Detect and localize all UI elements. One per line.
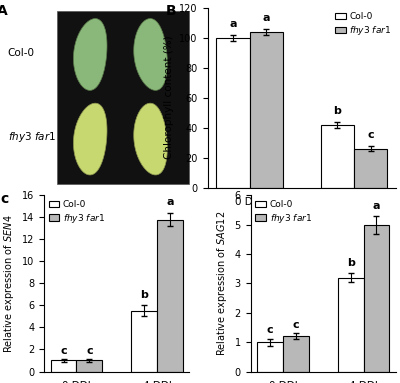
Bar xyxy=(51,360,76,372)
Legend: Col-0, $fhy3\ far1$: Col-0, $fhy3\ far1$ xyxy=(335,12,392,37)
Bar xyxy=(354,149,388,188)
Polygon shape xyxy=(134,18,167,90)
Text: c: c xyxy=(86,345,93,355)
Polygon shape xyxy=(74,19,107,90)
Text: B: B xyxy=(166,4,177,18)
Y-axis label: Chlorophyll content (%): Chlorophyll content (%) xyxy=(164,36,174,159)
Text: c: c xyxy=(292,320,299,330)
Text: $fhy3\ far1$: $fhy3\ far1$ xyxy=(8,130,56,144)
Legend: Col-0, $fhy3\ far1$: Col-0, $fhy3\ far1$ xyxy=(255,200,312,224)
Bar xyxy=(257,342,283,372)
Bar xyxy=(131,311,157,372)
Polygon shape xyxy=(74,103,107,175)
Text: a: a xyxy=(373,201,380,211)
Bar xyxy=(250,32,283,188)
Legend: Col-0, $fhy3\ far1$: Col-0, $fhy3\ far1$ xyxy=(48,200,105,224)
Bar xyxy=(216,38,250,188)
Text: b: b xyxy=(333,106,341,116)
Bar xyxy=(338,278,364,372)
Text: a: a xyxy=(166,198,174,208)
FancyBboxPatch shape xyxy=(57,11,189,184)
Bar xyxy=(76,360,102,372)
Polygon shape xyxy=(134,103,167,175)
Text: a: a xyxy=(262,13,270,23)
Text: b: b xyxy=(140,290,148,300)
Text: c: c xyxy=(0,192,9,206)
Text: A: A xyxy=(0,4,7,18)
Y-axis label: Relative expression of $SEN4$: Relative expression of $SEN4$ xyxy=(2,214,16,353)
Y-axis label: Relative expression of $SAG12$: Relative expression of $SAG12$ xyxy=(215,211,229,356)
Bar xyxy=(157,219,183,372)
Bar xyxy=(283,336,309,372)
Text: c: c xyxy=(267,325,273,335)
Text: c: c xyxy=(368,131,374,141)
Bar xyxy=(364,225,389,372)
Text: b: b xyxy=(347,258,355,268)
Text: Col-0: Col-0 xyxy=(8,47,35,58)
Bar xyxy=(320,124,354,188)
Text: a: a xyxy=(229,19,236,29)
Text: c: c xyxy=(60,345,67,355)
